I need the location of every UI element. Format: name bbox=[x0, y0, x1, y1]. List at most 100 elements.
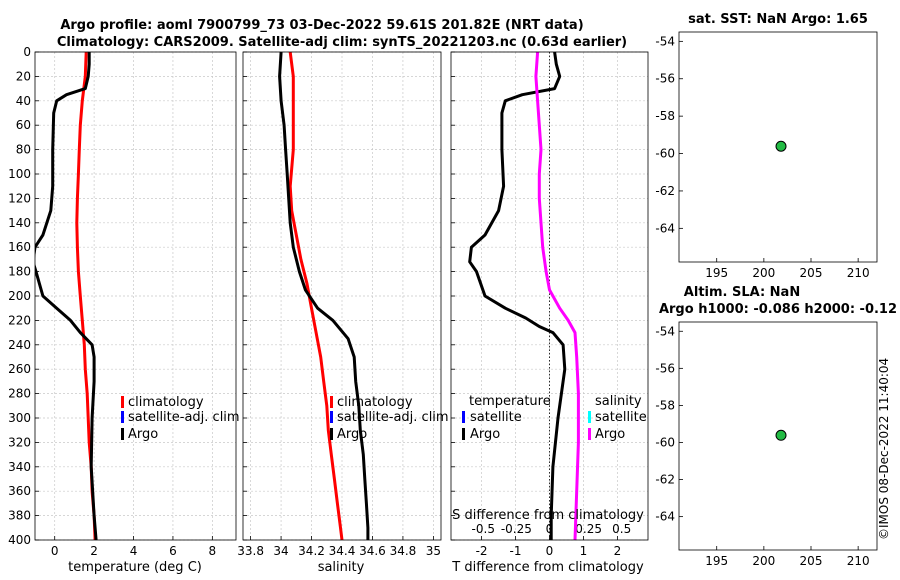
legend-temp-argo: Argo bbox=[470, 427, 500, 442]
series-line-argo bbox=[35, 52, 98, 540]
y-tick-label: -60 bbox=[655, 435, 675, 449]
x-tick-label: 0 bbox=[51, 544, 59, 558]
y-tick-label: 80 bbox=[16, 143, 31, 157]
salinity-panel: 33.8 34 34.2 34.4 34.6 34.8 35 bbox=[237, 51, 442, 558]
temperature-panel: 0204060801001201401601802002202402602803… bbox=[8, 45, 237, 558]
x-tick-label: 205 bbox=[800, 554, 823, 568]
y-tick-label: -62 bbox=[655, 473, 675, 487]
y-tick-label: 320 bbox=[8, 435, 31, 449]
legend-swatch-climatology bbox=[330, 396, 333, 408]
axes-frame bbox=[678, 31, 878, 263]
x-tick-label: 34.2 bbox=[298, 544, 325, 558]
legend-satellite-clim: satellite-adj. clim bbox=[337, 410, 449, 425]
legend-swatch-temp-satellite bbox=[462, 411, 465, 423]
salinity-legend: climatology satellite-adj. clim Argo bbox=[330, 395, 449, 442]
difference-legend: temperature satellite Argo salinity sate… bbox=[462, 394, 647, 442]
y-tick-label: 160 bbox=[8, 240, 31, 254]
legend-swatch-argo bbox=[330, 428, 333, 440]
y-tick-label: 240 bbox=[8, 338, 31, 352]
y-tick-label: -54 bbox=[655, 34, 675, 48]
y-tick-label: 340 bbox=[8, 460, 31, 474]
x-tick-label: 35 bbox=[426, 544, 441, 558]
y-tick-label: -58 bbox=[655, 109, 675, 123]
y-tick-label: 0 bbox=[23, 45, 31, 59]
y-tick-label: -62 bbox=[655, 184, 675, 198]
y-tick-label: -56 bbox=[655, 361, 675, 375]
axes-frame bbox=[242, 51, 442, 541]
y-tick-label: 260 bbox=[8, 362, 31, 376]
difference-panel: -2 -1 0 1 2 -0.5 -0.25 0 0.25 0.5 bbox=[450, 51, 649, 558]
difference-top-label: S difference from climatology bbox=[452, 508, 644, 523]
y-tick-label: 220 bbox=[8, 313, 31, 327]
legend-argo: Argo bbox=[337, 427, 367, 442]
y-tick-label: -64 bbox=[655, 510, 675, 524]
legend-sal-argo: Argo bbox=[595, 427, 625, 442]
y-tick-label: -56 bbox=[655, 72, 675, 86]
x-tick-label: 34.4 bbox=[329, 544, 356, 558]
temperature-legend: climatology satellite-adj. clim Argo bbox=[121, 395, 240, 442]
legend-salinity-title: salinity bbox=[595, 394, 642, 409]
legend-argo: Argo bbox=[128, 427, 158, 442]
axes-frame bbox=[34, 51, 237, 541]
series-line-argo bbox=[278, 52, 370, 540]
axes-frame bbox=[450, 51, 649, 541]
temperature-xlabel: temperature (deg C) bbox=[68, 560, 202, 575]
x-tick-label: 200 bbox=[752, 266, 775, 280]
series-line-t-argo bbox=[468, 52, 567, 540]
sla-map-title-line1: Altim. SLA: NaN bbox=[684, 285, 800, 300]
y-tick-label: 120 bbox=[8, 191, 31, 205]
legend-swatch-satellite bbox=[330, 411, 333, 423]
legend-swatch-argo bbox=[121, 428, 124, 440]
y-tick-label: 40 bbox=[16, 94, 31, 108]
y-tick-label: -64 bbox=[655, 221, 675, 235]
x-tick-label: 2 bbox=[614, 544, 622, 558]
legend-swatch-sal-satellite bbox=[588, 411, 591, 423]
x-tick-label: 210 bbox=[847, 266, 870, 280]
y-tick-label: 280 bbox=[8, 387, 31, 401]
x-tick-label: 1 bbox=[580, 544, 588, 558]
x-tick-label: 200 bbox=[752, 554, 775, 568]
sla-map-panel: -54 -56 -58 -60 -62 -64 195 200 205 210 bbox=[655, 321, 878, 568]
y-tick-label: 360 bbox=[8, 484, 31, 498]
x-tick-label: 195 bbox=[705, 554, 728, 568]
x-tick-label: 6 bbox=[169, 544, 177, 558]
y-tick-label: 300 bbox=[8, 411, 31, 425]
x-tick-label: 34 bbox=[273, 544, 288, 558]
y-tick-label: 100 bbox=[8, 167, 31, 181]
legend-swatch-climatology bbox=[121, 396, 124, 408]
x-tick-label: 34.6 bbox=[359, 544, 386, 558]
x-tick-label: 0 bbox=[546, 544, 554, 558]
legend-climatology: climatology bbox=[128, 395, 204, 410]
legend-swatch-temp-argo bbox=[462, 428, 465, 440]
salinity-xlabel: salinity bbox=[318, 560, 365, 575]
legend-temperature-title: temperature bbox=[469, 394, 551, 409]
series-line-s-argo bbox=[534, 52, 580, 540]
legend-satellite-clim: satellite-adj. clim bbox=[128, 410, 240, 425]
legend-temp-satellite: satellite bbox=[470, 410, 522, 425]
main-title-line1: Argo profile: aoml 7900799_73 03-Dec-202… bbox=[60, 18, 583, 33]
y-tick-label: -60 bbox=[655, 147, 675, 161]
legend-climatology: climatology bbox=[337, 395, 413, 410]
top-tick-label: -0.25 bbox=[501, 522, 532, 536]
argo-position-marker bbox=[775, 140, 787, 152]
main-title-line2: Climatology: CARS2009. Satellite-adj cli… bbox=[57, 35, 627, 50]
x-tick-label: -1 bbox=[510, 544, 522, 558]
argo-position-marker bbox=[775, 429, 787, 441]
x-tick-label: -2 bbox=[476, 544, 488, 558]
sla-map-title-line2: Argo h1000: -0.086 h2000: -0.12 bbox=[659, 302, 897, 317]
x-tick-label: 210 bbox=[847, 554, 870, 568]
difference-xlabel: T difference from climatology bbox=[451, 560, 644, 575]
y-tick-label: 200 bbox=[8, 289, 31, 303]
axes-frame bbox=[678, 321, 878, 551]
sst-map-title: sat. SST: NaN Argo: 1.65 bbox=[688, 12, 868, 27]
y-tick-label: 380 bbox=[8, 509, 31, 523]
y-tick-label: -54 bbox=[655, 324, 675, 338]
top-tick-label: 0.25 bbox=[575, 522, 602, 536]
y-tick-label: 60 bbox=[16, 118, 31, 132]
x-tick-label: 8 bbox=[209, 544, 217, 558]
y-tick-label: 20 bbox=[16, 69, 31, 83]
legend-sal-satellite: satellite bbox=[595, 410, 647, 425]
top-tick-label: 0.5 bbox=[612, 522, 631, 536]
y-tick-label: 400 bbox=[8, 533, 31, 547]
